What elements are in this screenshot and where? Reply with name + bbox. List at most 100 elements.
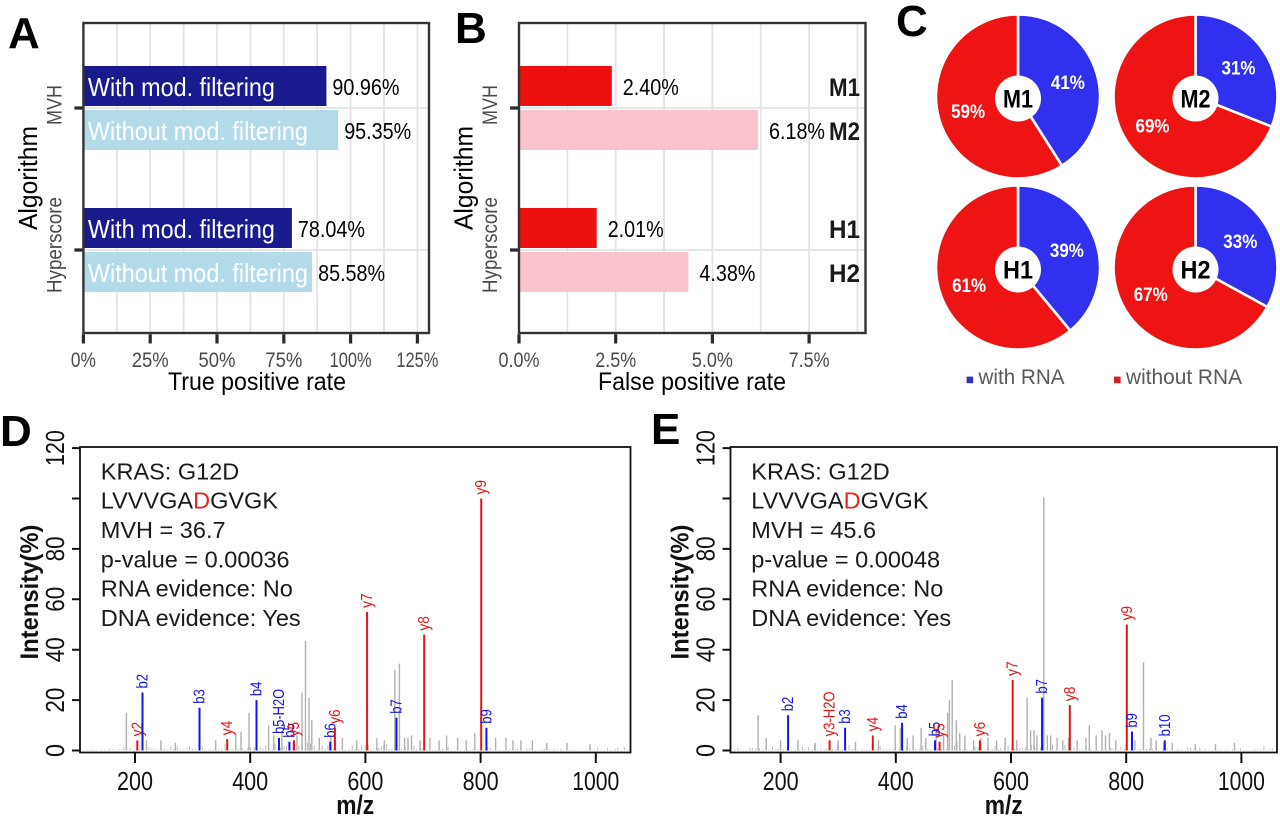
svg-text:DNA evidence: Yes: DNA evidence: Yes <box>101 605 301 631</box>
svg-text:With mod. filtering: With mod. filtering <box>88 72 275 102</box>
svg-text:MVH = 36.7: MVH = 36.7 <box>101 517 226 543</box>
svg-text:800: 800 <box>1108 766 1144 796</box>
svg-text:H1: H1 <box>1003 257 1033 285</box>
svg-text:b10: b10 <box>1157 714 1174 736</box>
svg-text:61%: 61% <box>952 276 986 297</box>
svg-text:KRAS: G12D: KRAS: G12D <box>101 458 239 484</box>
svg-text:b9: b9 <box>1124 713 1141 728</box>
svg-text:2.5%: 2.5% <box>595 349 636 372</box>
svg-text:0: 0 <box>40 744 70 757</box>
svg-text:y6: y6 <box>972 722 989 737</box>
svg-text:41%: 41% <box>1051 73 1085 94</box>
svg-text:y4: y4 <box>219 720 236 735</box>
svg-text:95.35%: 95.35% <box>344 118 411 144</box>
svg-text:LVVVGADGVGK: LVVVGADGVGK <box>101 488 279 514</box>
svg-text:0%: 0% <box>71 349 96 372</box>
svg-text:100%: 100% <box>330 349 372 372</box>
svg-text:600: 600 <box>993 766 1029 796</box>
svg-text:5.0%: 5.0% <box>692 349 733 372</box>
svg-text:400: 400 <box>878 766 914 796</box>
svg-text:7.5%: 7.5% <box>789 349 830 372</box>
svg-text:y9: y9 <box>1119 606 1136 621</box>
svg-text:4.38%: 4.38% <box>699 260 755 286</box>
svg-text:KRAS: G12D: KRAS: G12D <box>751 458 889 484</box>
svg-text:False positive rate: False positive rate <box>598 368 786 396</box>
svg-text:E: E <box>651 405 680 454</box>
svg-text:Intensity(%): Intensity(%) <box>667 525 695 660</box>
svg-text:LVVVGADGVGK: LVVVGADGVGK <box>751 488 929 514</box>
svg-text:b3: b3 <box>192 689 209 704</box>
svg-text:125%: 125% <box>396 349 438 372</box>
svg-text:6.18%: 6.18% <box>769 118 825 144</box>
svg-text:b3: b3 <box>837 709 854 724</box>
svg-text:y7: y7 <box>1005 661 1022 675</box>
svg-text:b6: b6 <box>322 723 339 738</box>
svg-text:78.04%: 78.04% <box>298 216 365 242</box>
svg-text:MVH: MVH <box>44 85 67 125</box>
svg-text:y8: y8 <box>416 616 433 631</box>
svg-text:40: 40 <box>691 637 721 662</box>
svg-text:31%: 31% <box>1222 58 1256 79</box>
svg-text:80: 80 <box>691 536 721 561</box>
svg-text:Algorithm: Algorithm <box>13 126 43 230</box>
svg-text:p-value = 0.00048: p-value = 0.00048 <box>751 546 940 572</box>
svg-text:y5: y5 <box>286 722 303 737</box>
svg-text:60: 60 <box>40 587 70 612</box>
svg-text:M2: M2 <box>829 118 860 146</box>
svg-text:y4: y4 <box>865 717 882 732</box>
svg-text:85.58%: 85.58% <box>318 260 385 286</box>
svg-text:True positive rate: True positive rate <box>168 368 346 396</box>
svg-text:With mod. filtering: With mod. filtering <box>88 214 275 244</box>
svg-text:2.01%: 2.01% <box>608 216 664 242</box>
svg-text:DNA evidence: Yes: DNA evidence: Yes <box>751 605 951 631</box>
svg-text:90.96%: 90.96% <box>332 74 399 100</box>
svg-text:y9: y9 <box>473 480 490 495</box>
svg-text:Without mod. filtering: Without mod. filtering <box>88 258 308 288</box>
svg-text:M1: M1 <box>1003 86 1033 114</box>
svg-text:600: 600 <box>347 766 383 796</box>
svg-text:b7: b7 <box>1034 679 1051 694</box>
svg-text:M1: M1 <box>829 74 860 102</box>
svg-text:120: 120 <box>40 430 70 466</box>
svg-text:b7: b7 <box>389 699 406 714</box>
svg-text:m/z: m/z <box>336 790 374 819</box>
svg-text:C: C <box>896 0 928 46</box>
svg-text:H1: H1 <box>829 216 860 244</box>
svg-text:1000: 1000 <box>572 766 619 796</box>
svg-text:800: 800 <box>463 766 499 796</box>
svg-text:20: 20 <box>40 688 70 713</box>
svg-text:Algorithm: Algorithm <box>449 126 479 230</box>
svg-text:Without mod. filtering: Without mod. filtering <box>88 116 308 146</box>
svg-text:2.40%: 2.40% <box>623 74 679 100</box>
svg-text:y2: y2 <box>129 722 146 737</box>
svg-text:RNA evidence: No: RNA evidence: No <box>101 576 293 602</box>
svg-text:200: 200 <box>117 766 153 796</box>
svg-text:b4: b4 <box>249 681 266 696</box>
svg-text:33%: 33% <box>1223 232 1257 253</box>
svg-text:20: 20 <box>691 688 721 713</box>
svg-text:MVH: MVH <box>479 85 502 125</box>
svg-text:40: 40 <box>40 637 70 662</box>
svg-text:Intensity(%): Intensity(%) <box>16 525 44 660</box>
svg-text:MVH = 45.6: MVH = 45.6 <box>751 517 876 543</box>
svg-text:m/z: m/z <box>985 790 1023 819</box>
svg-text:69%: 69% <box>1136 117 1170 138</box>
svg-text:H2: H2 <box>829 260 860 288</box>
svg-text:b5: b5 <box>927 722 944 737</box>
svg-text:50%: 50% <box>199 349 236 372</box>
svg-text:b5-H2O: b5-H2O <box>271 689 288 734</box>
svg-text:y8: y8 <box>1062 687 1079 702</box>
svg-text:without RNA: without RNA <box>1125 366 1242 389</box>
svg-text:b2: b2 <box>780 697 797 712</box>
svg-text:B: B <box>455 4 487 53</box>
svg-text:b9: b9 <box>478 709 495 724</box>
svg-text:120: 120 <box>691 430 721 466</box>
svg-text:400: 400 <box>232 766 268 796</box>
svg-text:75%: 75% <box>265 349 302 372</box>
svg-text:H2: H2 <box>1181 257 1211 285</box>
svg-text:200: 200 <box>763 766 799 796</box>
svg-text:b2: b2 <box>135 674 152 689</box>
svg-text:1000: 1000 <box>1218 766 1265 796</box>
svg-text:y6: y6 <box>327 709 344 724</box>
svg-text:0.0%: 0.0% <box>499 349 540 372</box>
